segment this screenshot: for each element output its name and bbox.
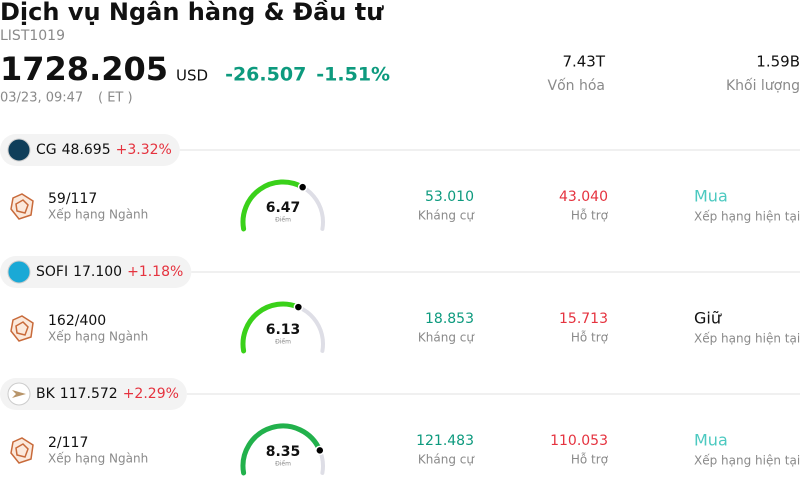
rank: 2/117 [48, 435, 88, 451]
score-label: Điểm [275, 461, 291, 468]
support-label: Hỗ trợ [571, 331, 609, 345]
rank: 59/117 [48, 191, 97, 207]
rank-icon [10, 437, 34, 464]
rating-label: Xếp hạng hiện tại [694, 332, 800, 346]
support-label: Hỗ trợ [571, 453, 609, 467]
symbol: BK [36, 386, 56, 402]
title: Dịch vụ Ngân hàng & Đầu tư [0, 0, 384, 26]
resistance: 121.483 [416, 433, 474, 449]
resistance: 18.853 [425, 311, 474, 327]
rank-icon-inner [15, 443, 29, 458]
price: 1728.205 [0, 50, 168, 88]
change-pct: -1.51% [316, 64, 390, 86]
stock-pill[interactable] [0, 134, 180, 166]
rank-icon-inner [15, 321, 29, 336]
gauge-dot [297, 182, 308, 192]
rank-label: Xếp hạng Ngành [48, 208, 148, 222]
score: 8.35 [266, 444, 301, 460]
stat-label: Vốn hóa [548, 77, 605, 94]
gauge-value [240, 423, 323, 476]
stat-value: 7.43T [562, 53, 605, 71]
resistance: 53.010 [425, 189, 474, 205]
stock-price: 117.572 [60, 386, 118, 402]
score: 6.13 [266, 322, 301, 338]
rank: 162/400 [48, 313, 106, 329]
stock-change: +1.18% [127, 264, 183, 280]
support: 43.040 [559, 189, 608, 205]
resistance-label: Kháng cự [418, 453, 475, 467]
rating-label: Xếp hạng hiện tại [694, 454, 800, 468]
gauge-value [240, 179, 306, 232]
time: 03/23, 09:47 [0, 91, 83, 106]
rank-label: Xếp hạng Ngành [48, 452, 148, 466]
support-label: Hỗ trợ [571, 209, 609, 223]
symbol: CG [36, 142, 57, 158]
rank-label: Xếp hạng Ngành [48, 330, 148, 344]
stat-value: 1.59B [756, 53, 800, 71]
change: -26.507 [225, 64, 306, 86]
score: 6.47 [266, 200, 301, 216]
gauge-value [240, 301, 301, 354]
stock-change: +3.32% [116, 142, 172, 158]
resistance-label: Kháng cự [418, 209, 475, 223]
stock-logo [7, 138, 31, 162]
symbol: SOFI [36, 264, 68, 280]
score-label: Điểm [275, 339, 291, 346]
stock-logo [7, 260, 31, 284]
stock-pill[interactable] [0, 378, 187, 410]
gauge-dot [293, 302, 304, 312]
stat-label: Khối lượng [726, 77, 800, 94]
resistance-label: Kháng cự [418, 331, 475, 345]
rank-icon [10, 315, 34, 342]
logo-arrow [12, 390, 26, 398]
stock-price: 48.695 [62, 142, 111, 158]
rank-icon-inner [15, 199, 29, 214]
rating: Giữ [694, 309, 722, 328]
gauge-dot [315, 445, 325, 456]
timezone: ( ET ) [98, 91, 133, 106]
rating-label: Xếp hạng hiện tại [694, 210, 800, 224]
support: 110.053 [550, 433, 608, 449]
rating: Mua [694, 431, 728, 450]
currency: USD [176, 67, 208, 85]
rating: Mua [694, 187, 728, 206]
rank-icon [10, 193, 34, 220]
score-label: Điểm [275, 217, 291, 224]
stock-pill[interactable] [0, 256, 192, 288]
stock-change: +2.29% [123, 386, 179, 402]
support: 15.713 [559, 311, 608, 327]
stock-price: 17.100 [73, 264, 122, 280]
code: LIST1019 [0, 28, 65, 44]
